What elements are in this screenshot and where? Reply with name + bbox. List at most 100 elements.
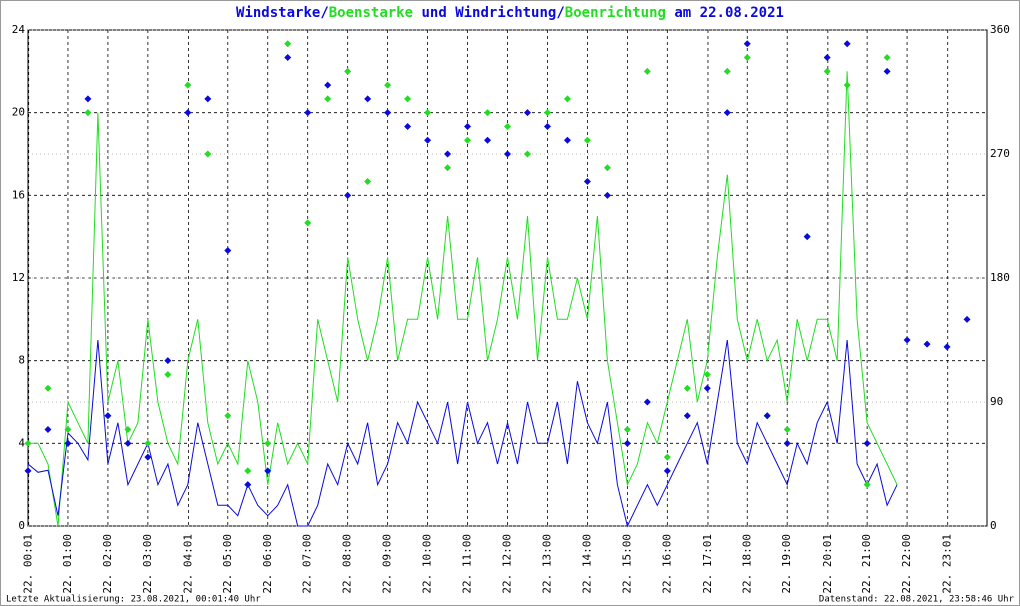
direction-marker [823, 67, 831, 75]
direction-marker [204, 95, 212, 103]
direction-marker [484, 109, 492, 117]
direction-marker [124, 426, 132, 434]
direction-marker [683, 384, 691, 392]
y2-tick-label: 270 [990, 147, 1010, 160]
x-tick-label: 22. 20:01 [821, 534, 834, 594]
direction-marker [144, 439, 152, 447]
direction-marker [583, 136, 591, 144]
direction-marker [44, 426, 52, 434]
x-tick-label: 22. 16:00 [660, 534, 673, 594]
direction-marker [903, 336, 911, 344]
direction-marker [943, 343, 951, 351]
direction-marker [703, 384, 711, 392]
x-tick-label: 22. 14:00 [580, 534, 593, 594]
direction-marker [364, 178, 372, 186]
direction-marker [124, 439, 132, 447]
direction-marker [404, 122, 412, 130]
y-tick-label: 24 [12, 23, 26, 36]
direction-marker [723, 67, 731, 75]
x-tick-label: 22. 08:00 [341, 534, 354, 594]
x-tick-label: 22. 17:01 [701, 534, 714, 594]
direction-marker [803, 233, 811, 241]
direction-marker [64, 439, 72, 447]
y2-tick-label: 360 [990, 23, 1010, 36]
x-tick-label: 22. 23:01 [941, 534, 954, 594]
y2-tick-label: 0 [990, 519, 997, 532]
x-tick-label: 22. 19:00 [780, 534, 793, 594]
direction-marker [204, 150, 212, 158]
direction-marker [404, 95, 412, 103]
direction-marker [344, 191, 352, 199]
speed-line [28, 71, 898, 527]
direction-marker [424, 109, 432, 117]
direction-marker [643, 398, 651, 406]
direction-marker [683, 412, 691, 420]
x-tick-label: 22. 22:00 [900, 534, 913, 594]
direction-marker [424, 136, 432, 144]
direction-marker [883, 67, 891, 75]
direction-marker [344, 67, 352, 75]
x-tick-label: 22. 06:00 [261, 534, 274, 594]
direction-marker [543, 109, 551, 117]
direction-marker [504, 150, 511, 158]
direction-marker [264, 439, 272, 447]
direction-marker [444, 150, 452, 158]
direction-marker [523, 109, 531, 117]
x-tick-label: 22. 12:00 [501, 534, 514, 594]
direction-marker [324, 95, 332, 103]
direction-marker [743, 54, 751, 62]
title-part: Windstarke [236, 5, 320, 21]
direction-marker [563, 136, 571, 144]
direction-marker [923, 340, 931, 348]
title-part: / [320, 5, 328, 21]
direction-marker [783, 439, 791, 447]
direction-marker [384, 81, 392, 89]
direction-marker [224, 246, 232, 254]
direction-marker [523, 150, 531, 158]
direction-marker [104, 412, 112, 420]
x-tick-label: 22. 00:01 [22, 534, 35, 594]
direction-marker [963, 315, 971, 323]
direction-marker [663, 467, 671, 475]
footer-left: Letzte Aktualisierung: 23.08.2021, 00:01… [6, 595, 261, 605]
direction-marker [623, 439, 631, 447]
x-tick-label: 22. 21:00 [860, 534, 873, 594]
direction-marker [444, 164, 452, 172]
direction-marker [184, 109, 192, 117]
title-part: / [556, 5, 564, 21]
y-tick-label: 20 [12, 106, 25, 119]
direction-marker [464, 136, 472, 144]
direction-marker [843, 40, 851, 48]
y2-tick-label: 180 [990, 271, 1010, 284]
title-part: und [413, 5, 455, 21]
direction-marker [324, 81, 332, 89]
y-tick-label: 12 [12, 271, 25, 284]
direction-marker [44, 384, 52, 392]
y-tick-label: 16 [12, 188, 25, 201]
direction-marker [743, 40, 751, 48]
direction-marker [823, 54, 831, 62]
direction-marker [264, 467, 272, 475]
direction-marker [384, 109, 392, 117]
direction-marker [24, 467, 32, 475]
direction-marker [184, 81, 192, 89]
direction-marker [583, 178, 591, 186]
direction-marker [284, 54, 292, 62]
direction-marker [703, 370, 711, 378]
title-part: Boenstarke [329, 5, 413, 21]
title-part: Windrichtung [455, 5, 556, 21]
x-tick-label: 22. 10:00 [421, 534, 434, 594]
speed-line [27, 339, 898, 528]
direction-marker [24, 439, 32, 447]
x-tick-label: 22. 02:00 [101, 534, 114, 594]
direction-marker [224, 412, 232, 420]
direction-marker [563, 95, 571, 103]
x-tick-label: 22. 07:00 [301, 534, 314, 594]
x-tick-label: 22. 03:00 [141, 534, 154, 594]
x-tick-label: 22. 04:01 [182, 534, 195, 594]
direction-marker [144, 453, 152, 461]
direction-marker [663, 453, 671, 461]
direction-marker [603, 164, 611, 172]
direction-marker [783, 426, 791, 434]
y-tick-label: 4 [18, 436, 25, 449]
